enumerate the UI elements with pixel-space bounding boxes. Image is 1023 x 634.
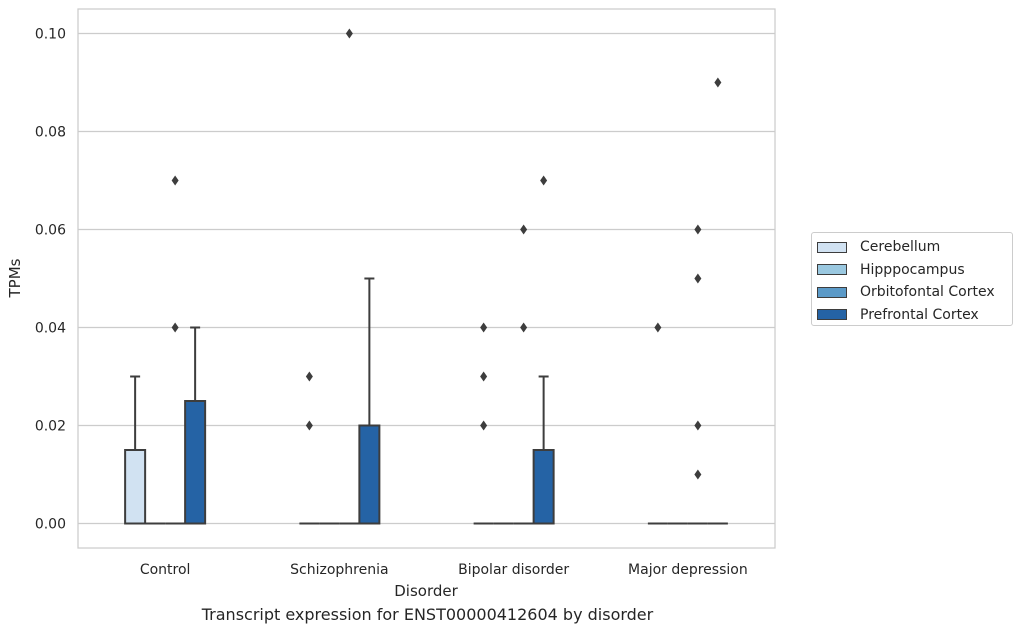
outlier-point: [694, 469, 702, 480]
box-cerebellum-control: [124, 375, 147, 525]
legend-item-hippocampus: Hipppocampus: [817, 259, 1012, 282]
outlier-point: [654, 322, 662, 333]
y-tick-labels: 0.00 0.02 0.04 0.06 0.08 0.10: [35, 27, 66, 533]
x-tick-label-major-depression: Major depression: [628, 562, 748, 578]
legend-label-prefrontal-cortex: Prefrontal Cortex: [860, 306, 979, 323]
outlier-point: [305, 371, 313, 382]
outlier-point: [714, 77, 722, 88]
legend-swatch-prefrontal-cortex: [817, 309, 847, 321]
plot-frame: [77, 8, 776, 549]
box-body: [358, 424, 381, 525]
x-axis-label: Disorder: [394, 582, 458, 600]
outlier-point: [694, 224, 702, 235]
legend-swatch-cerebellum: [817, 241, 847, 253]
chart-caption: Transcript expression for ENST0000041260…: [201, 605, 654, 624]
grid-lines: [78, 32, 775, 525]
y-tick-label: 0.02: [35, 419, 66, 435]
box-prefrontal-cortex-control: [184, 326, 207, 525]
y-tick-label: 0.10: [35, 27, 66, 43]
x-tick-label-control: Control: [140, 562, 191, 578]
legend-item-prefrontal-cortex: Prefrontal Cortex: [817, 304, 1012, 327]
outlier-point: [694, 420, 702, 431]
outlier-point: [171, 322, 179, 333]
legend: Cerebellum Hipppocampus Orbitofontal Cor…: [811, 232, 1013, 326]
y-tick-label: 0.08: [35, 125, 66, 141]
outlier-point: [305, 420, 313, 431]
legend-swatch-orbitofrontal-cortex: [817, 286, 847, 298]
y-tick-label: 0.04: [35, 321, 66, 337]
box-body: [124, 449, 147, 525]
outlier-point: [480, 322, 488, 333]
legend-item-cerebellum: Cerebellum: [817, 236, 1012, 259]
outlier-point: [345, 28, 353, 39]
outlier-point: [540, 175, 548, 186]
outlier-markers: [171, 28, 722, 480]
y-tick-label: 0.06: [35, 223, 66, 239]
box-body: [532, 449, 555, 525]
legend-swatch-hippocampus: [817, 264, 847, 276]
outlier-point: [480, 371, 488, 382]
box-prefrontal-cortex-bipolar-disorder: [532, 375, 555, 525]
outlier-point: [520, 224, 528, 235]
box-series: [124, 277, 728, 525]
x-tick-label-bipolar-disorder: Bipolar disorder: [458, 562, 569, 578]
box-body: [184, 400, 207, 525]
x-tick-labels: Control Schizophrenia Bipolar disorder Majo…: [140, 562, 748, 578]
legend-item-orbitofrontal-cortex: Orbitofontal Cortex: [817, 281, 1012, 304]
y-tick-label: 0.00: [35, 517, 66, 533]
outlier-point: [694, 273, 702, 284]
x-tick-label-schizophrenia: Schizophrenia: [290, 562, 388, 578]
legend-label-orbitofrontal-cortex: Orbitofontal Cortex: [860, 284, 995, 301]
outlier-point: [171, 175, 179, 186]
outlier-point: [520, 322, 528, 333]
legend-label-hippocampus: Hipppocampus: [860, 261, 965, 278]
box-prefrontal-cortex-schizophrenia: [358, 277, 381, 525]
legend-label-cerebellum: Cerebellum: [860, 239, 941, 256]
outlier-point: [480, 420, 488, 431]
y-axis-label: TPMs: [6, 258, 24, 298]
